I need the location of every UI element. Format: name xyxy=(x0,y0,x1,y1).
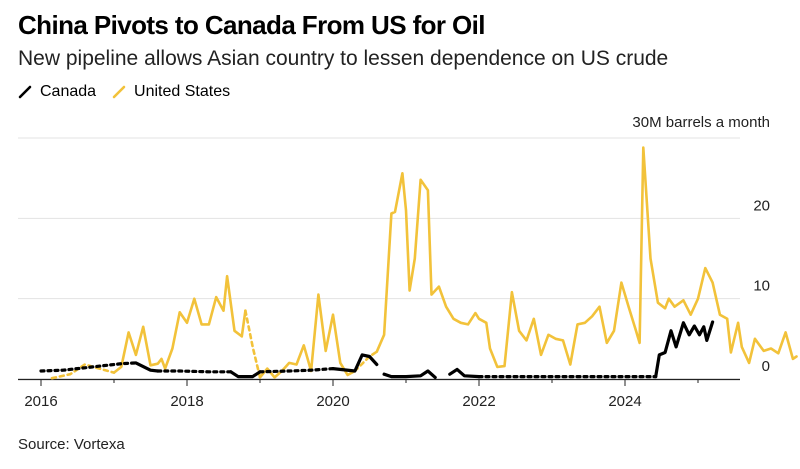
series-line-canada xyxy=(331,353,379,373)
series-line-canada xyxy=(448,367,481,379)
series-line-united-states xyxy=(375,146,798,369)
y-tick-label: 20 xyxy=(753,197,770,214)
y-tick-label: 0 xyxy=(762,358,770,375)
series-line-canada xyxy=(229,370,262,379)
legend: Canada United States xyxy=(18,80,246,104)
series-line-united-states xyxy=(258,293,357,379)
x-tick-label: 2020 xyxy=(316,393,349,410)
series-line-canada xyxy=(134,361,160,373)
series-line-canada-dotted xyxy=(258,367,335,374)
legend-label-canada: Canada xyxy=(40,83,97,100)
legend-label-united-states: United States xyxy=(134,83,231,100)
legend-item-canada: Canada xyxy=(18,83,96,101)
x-tick-label: 2022 xyxy=(462,393,495,410)
series-line-canada-dotted xyxy=(156,369,233,374)
x-tick-label: 2016 xyxy=(24,393,57,410)
source-note: Source: Vortexa xyxy=(18,436,125,453)
series-line-canada xyxy=(382,369,437,379)
slash-line-icon xyxy=(112,85,126,99)
x-tick-label: 2024 xyxy=(608,393,641,410)
series-line-united-states xyxy=(112,274,247,374)
chart-subtitle: New pipeline allows Asian country to les… xyxy=(18,47,669,70)
slash-line-icon xyxy=(18,85,32,99)
series-line-canada xyxy=(654,320,715,379)
series-line-united-states-dotted xyxy=(244,309,262,379)
legend-item-united-states: United States xyxy=(112,83,230,101)
chart-title: China Pivots to Canada From US for Oil xyxy=(18,10,486,40)
x-tick-label: 2018 xyxy=(170,393,203,410)
y-tick-label: 10 xyxy=(753,278,770,295)
series-line-united-states-dotted xyxy=(50,363,116,380)
series-line-canada-dotted xyxy=(39,361,138,373)
y-unit-label: 30M barrels a month xyxy=(632,114,770,131)
